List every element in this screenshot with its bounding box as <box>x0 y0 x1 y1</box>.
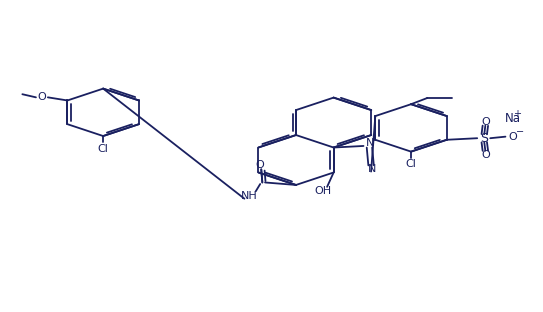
Text: NH: NH <box>241 191 257 201</box>
Text: N: N <box>368 164 376 174</box>
Text: O: O <box>37 92 46 102</box>
Text: Cl: Cl <box>406 159 416 169</box>
Text: Na: Na <box>505 112 521 125</box>
Text: O: O <box>481 150 490 160</box>
Text: +: + <box>513 109 521 119</box>
Text: S: S <box>479 132 488 145</box>
Text: N: N <box>367 139 375 149</box>
Text: OH: OH <box>314 186 331 196</box>
Text: O: O <box>508 132 517 142</box>
Text: −: − <box>516 127 524 137</box>
Text: O: O <box>255 160 264 170</box>
Text: O: O <box>481 117 490 127</box>
Text: Cl: Cl <box>98 144 109 154</box>
